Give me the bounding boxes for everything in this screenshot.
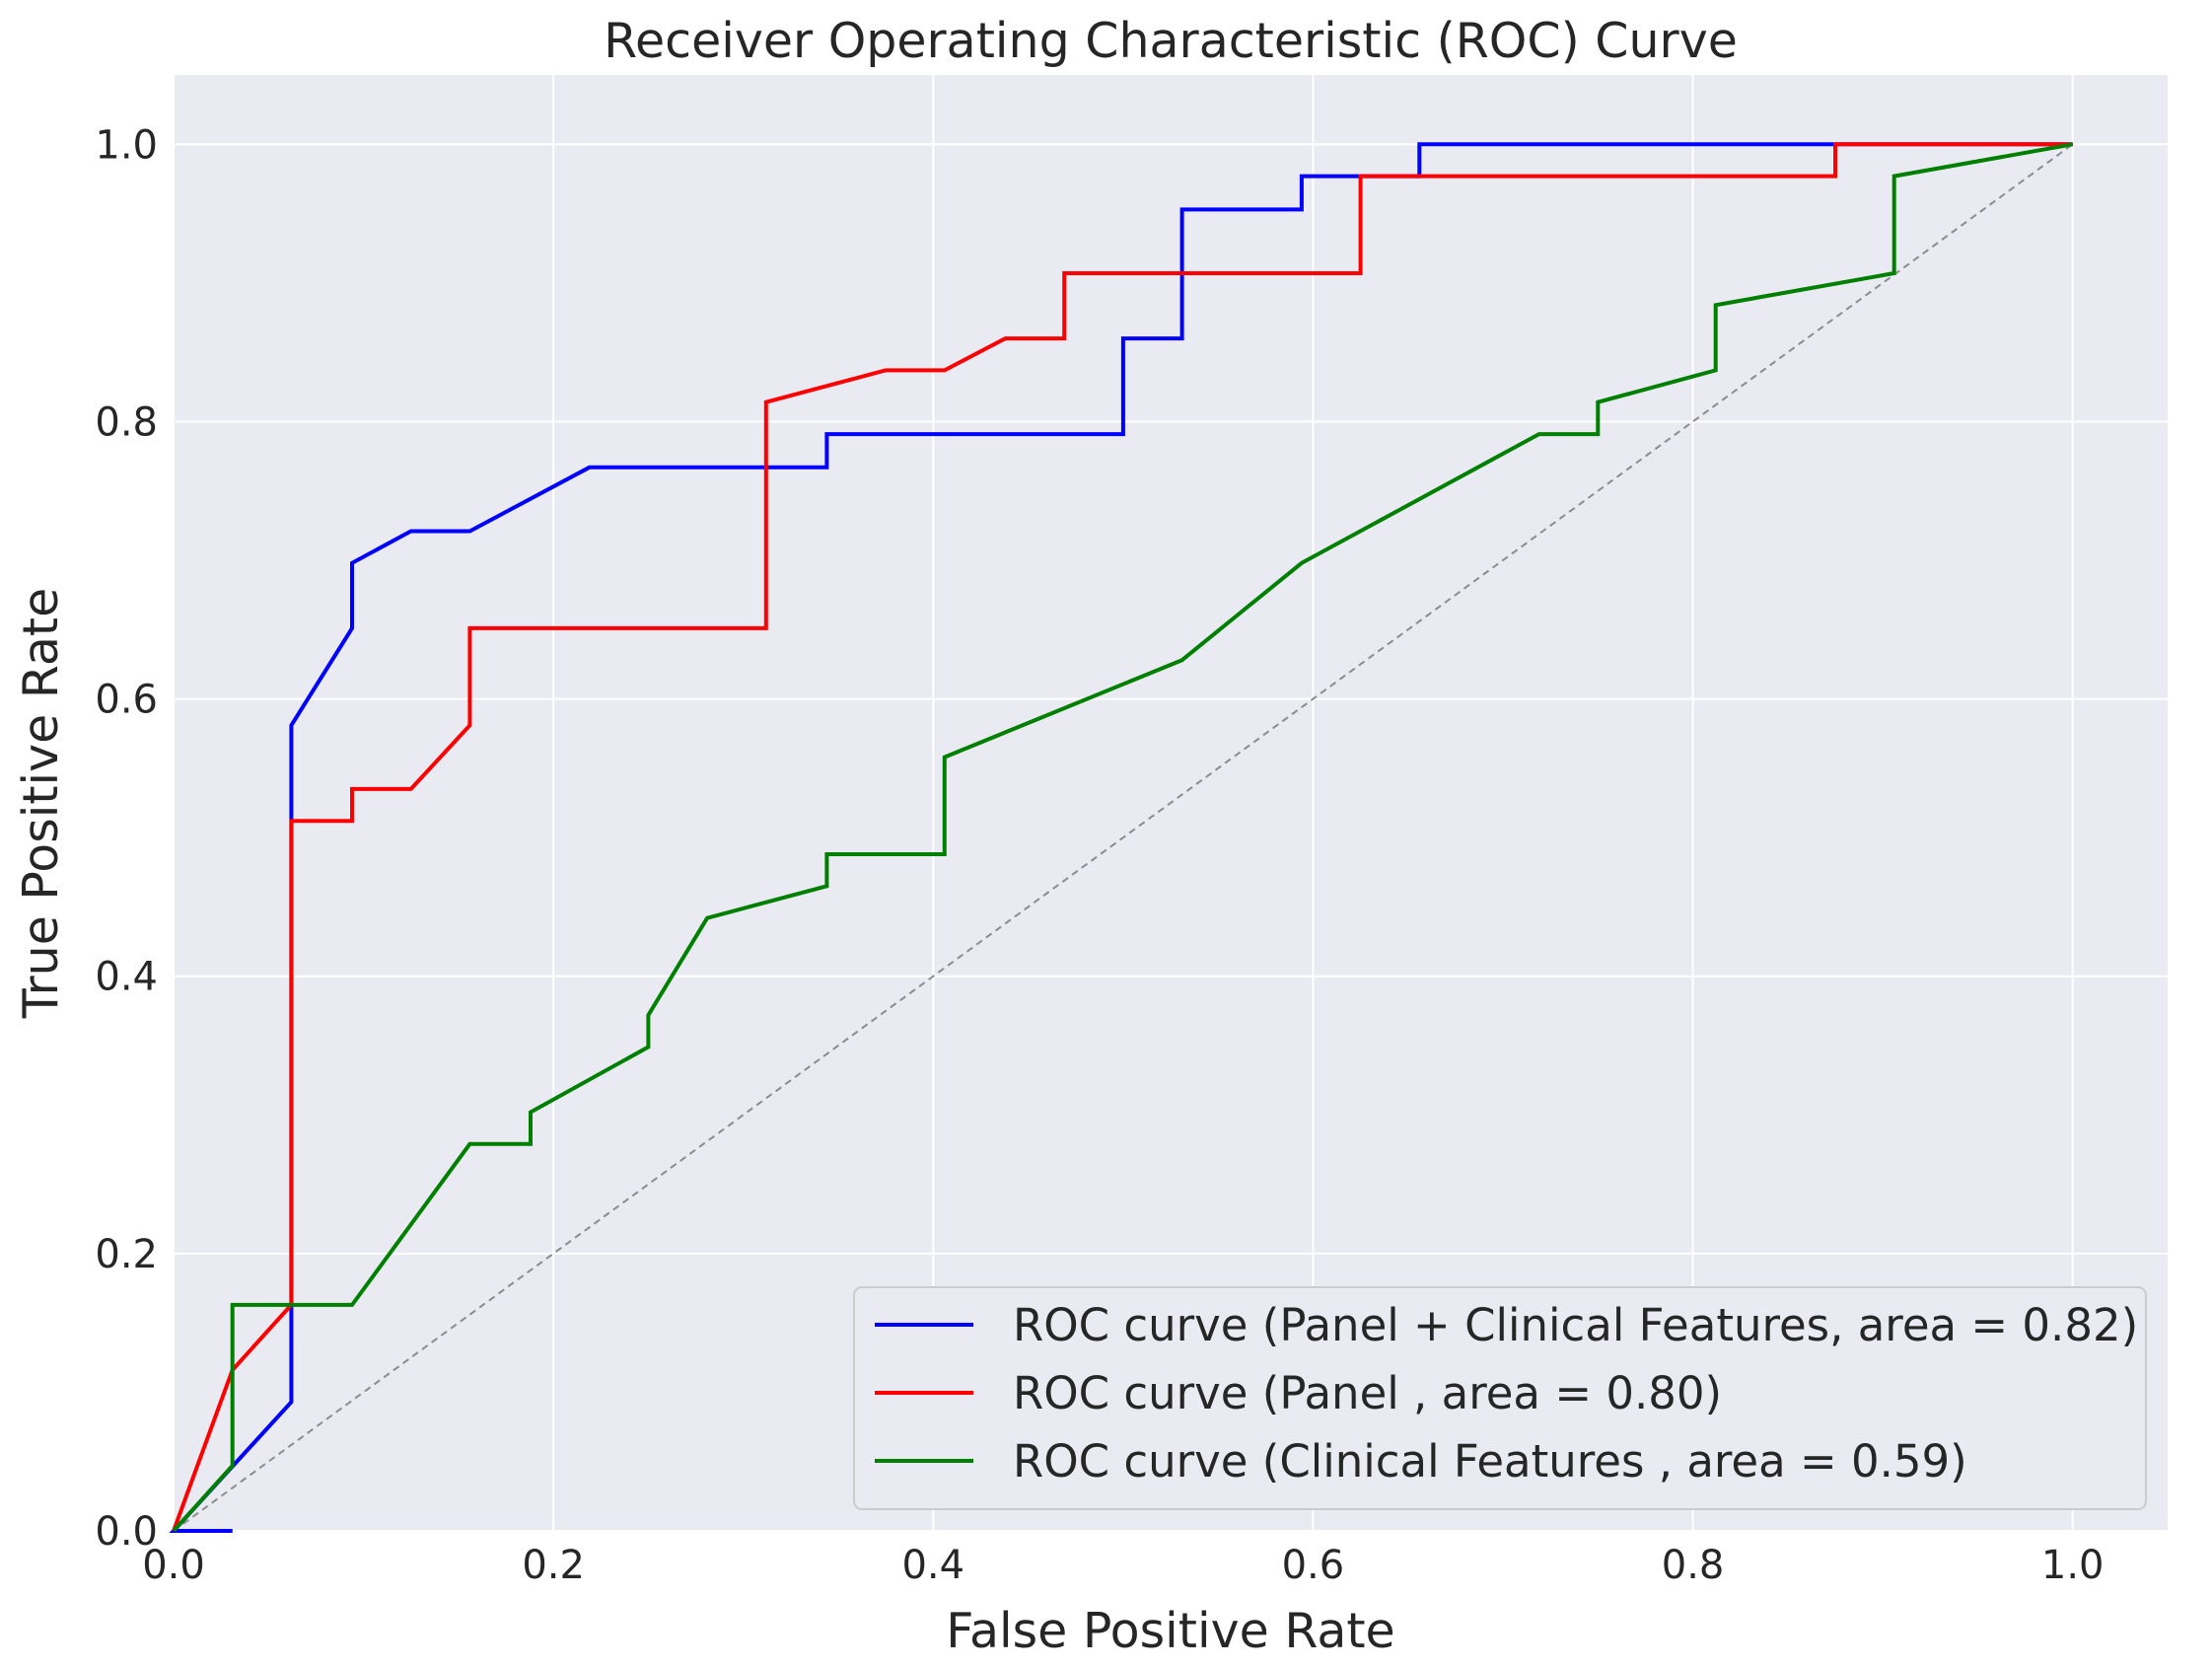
legend-box [853,1286,2147,1510]
grid [173,75,2168,1532]
reference-diagonal-line [173,143,2074,1532]
y-tick-label: 0.8 [95,399,158,445]
x-tick-label: 1.0 [2041,1543,2105,1588]
legend-label-2: ROC curve (Panel , area = 0.80) [1013,1367,1722,1419]
legend: ROC curve (Panel + Clinical Features, ar… [853,1286,2147,1510]
tick-labels: 0.0 0.2 0.4 0.6 0.8 1.0 0.0 0.2 0.4 0.6 0.8 1.0 [95,122,2104,1588]
legend-label-3: ROC curve (Clinical Features , area = 0.… [1013,1435,1967,1487]
y-tick-label: 0.6 [95,678,158,723]
x-tick-label: 0.6 [1282,1543,1345,1588]
y-tick-label: 1.0 [95,122,158,168]
y-tick-label: 0.4 [95,955,158,1000]
reference-diagonal [173,143,2074,1532]
legend-label-1: ROC curve (Panel + Clinical Features, ar… [1013,1299,2138,1351]
x-tick-label: 0.4 [901,1543,964,1588]
x-tick-label: 0.0 [142,1543,205,1588]
series-lines [169,142,2074,1533]
x-tick-label: 0.8 [1662,1543,1725,1588]
series-line-3 [172,142,2074,1533]
y-axis-label: True Positive Rate [13,588,69,1019]
y-tick-label: 0.2 [95,1232,158,1277]
y-tick-label: 0.0 [95,1509,158,1555]
series-line-2 [172,142,2073,1532]
x-tick-label: 0.2 [522,1543,585,1588]
chart-title: Receiver Operating Characteristic (ROC) … [604,13,1738,69]
x-axis-label: False Positive Rate [946,1603,1394,1659]
